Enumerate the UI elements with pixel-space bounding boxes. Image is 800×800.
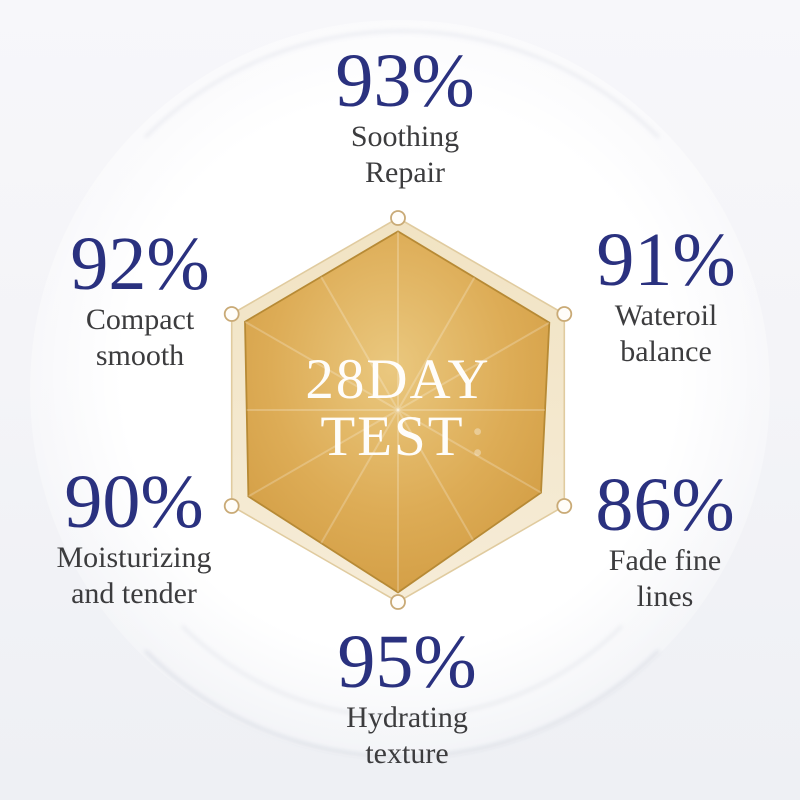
stat-value: 93% xyxy=(335,39,475,123)
stat-wateroil-balance: 91% Wateroil balance xyxy=(516,222,800,370)
stat-label: Compact smooth xyxy=(85,303,195,372)
faint-colon: : xyxy=(470,405,488,468)
radar-vertex-markers xyxy=(223,210,573,610)
radar-spoke xyxy=(397,313,550,411)
stat-compact-smooth: 92% Compact smooth xyxy=(0,226,290,374)
background-arc-inner xyxy=(90,94,714,718)
vertex-marker xyxy=(223,498,240,514)
vertex-marker xyxy=(390,594,406,610)
stat-value: 92% xyxy=(70,222,210,306)
stat-value: 86% xyxy=(595,463,735,547)
stat-hydrating-texture: 95% Hydrating texture xyxy=(257,624,557,772)
stat-value: 90% xyxy=(64,460,204,544)
vertex-marker xyxy=(556,306,573,322)
stat-value: 91% xyxy=(596,218,736,302)
background-arc-outer xyxy=(38,30,766,758)
vertex-marker xyxy=(390,210,406,226)
stat-label: Moisturizing and tender xyxy=(56,541,212,610)
stat-label: Soothing Repair xyxy=(350,120,460,189)
stat-label: Hydrating texture xyxy=(346,701,468,770)
stat-label: Wateroil balance xyxy=(614,299,718,368)
stat-value: 95% xyxy=(337,620,477,704)
center-title-line1: 28DAY xyxy=(305,348,490,411)
vertex-marker xyxy=(223,306,240,322)
stat-soothing-repair: 93% Soothing Repair xyxy=(255,43,555,191)
stat-label: Fade fine lines xyxy=(608,544,722,613)
radar-data-polygon xyxy=(244,230,551,594)
stat-fade-fine-lines: 86% Fade fine lines xyxy=(515,467,800,615)
radar-spoke xyxy=(245,313,399,411)
radar-spoke xyxy=(397,409,550,507)
stat-moisturizing-tender: 90% Moisturizing and tender xyxy=(0,464,284,612)
vertex-marker xyxy=(556,498,573,514)
center-title-line2: TEST: xyxy=(320,405,487,468)
radar-spoke xyxy=(245,409,399,507)
